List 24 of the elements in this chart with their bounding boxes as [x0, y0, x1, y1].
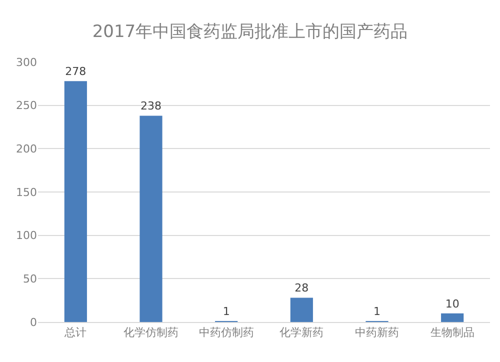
- bar: [441, 313, 464, 322]
- bar: [64, 81, 87, 322]
- y-tick-label: 200: [16, 142, 37, 156]
- bar: [140, 116, 162, 322]
- y-tick-label: 0: [30, 316, 37, 329]
- chart-title: 2017年中国食药监局批准上市的国产药品: [92, 22, 408, 42]
- y-tick-label: 250: [16, 99, 37, 112]
- data-label: 238: [140, 100, 162, 113]
- y-tick-label: 50: [23, 272, 37, 286]
- x-tick-label: 化学新药: [280, 326, 324, 340]
- data-label: 10: [445, 297, 460, 310]
- data-label: 28: [294, 282, 309, 295]
- x-tick-label: 生物制品: [430, 326, 474, 340]
- data-label: 1: [222, 305, 230, 318]
- x-tick-label: 中药新药: [355, 326, 399, 340]
- x-tick-label: 中药仿制药: [198, 326, 254, 340]
- data-label: 1: [374, 305, 380, 318]
- y-tick-label: 150: [16, 186, 37, 199]
- y-tick-label: 100: [16, 229, 37, 242]
- x-tick-label: 化学仿制药: [124, 326, 178, 340]
- data-label: 278: [65, 65, 86, 78]
- y-tick-label: 300: [16, 56, 37, 69]
- bar: [290, 298, 313, 322]
- x-tick-label: 总计: [64, 326, 87, 340]
